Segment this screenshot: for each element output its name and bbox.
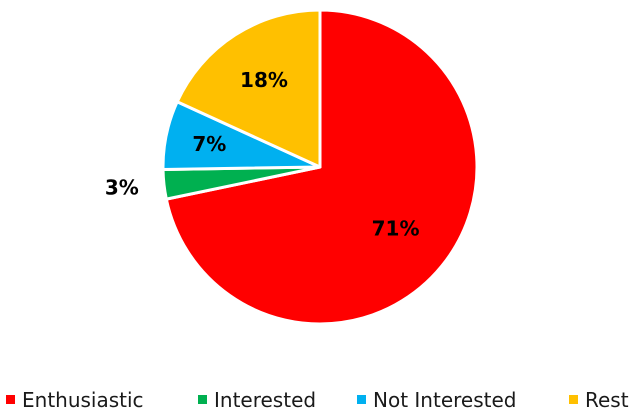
pie-slice-enthusiastic	[164, 8, 479, 326]
legend-swatch	[6, 395, 15, 404]
legend: Enthusiastic Interested Not Interested Rest	[6, 388, 629, 412]
legend-item-not-interested: Not Interested	[357, 388, 516, 412]
legend-item-rest: Rest	[569, 388, 629, 412]
data-label-interested: 3%	[105, 176, 139, 200]
legend-swatch	[198, 395, 207, 404]
legend-label: Not Interested	[373, 388, 516, 412]
data-label-not-interested: 7%	[192, 132, 226, 156]
legend-label: Interested	[214, 388, 316, 412]
legend-swatch	[357, 395, 366, 404]
pie-labels: 71% 3% 7% 18%	[105, 68, 420, 241]
pie-slice-rest	[175, 8, 322, 169]
pie-slices	[161, 8, 479, 326]
legend-label: Rest	[585, 388, 629, 412]
legend-swatch	[569, 395, 578, 404]
data-label-enthusiastic: 71%	[372, 216, 420, 240]
data-label-rest: 18%	[240, 68, 288, 92]
legend-item-interested: Interested	[198, 388, 316, 412]
legend-label: Enthusiastic	[22, 388, 144, 412]
legend-item-enthusiastic: Enthusiastic	[6, 388, 144, 412]
